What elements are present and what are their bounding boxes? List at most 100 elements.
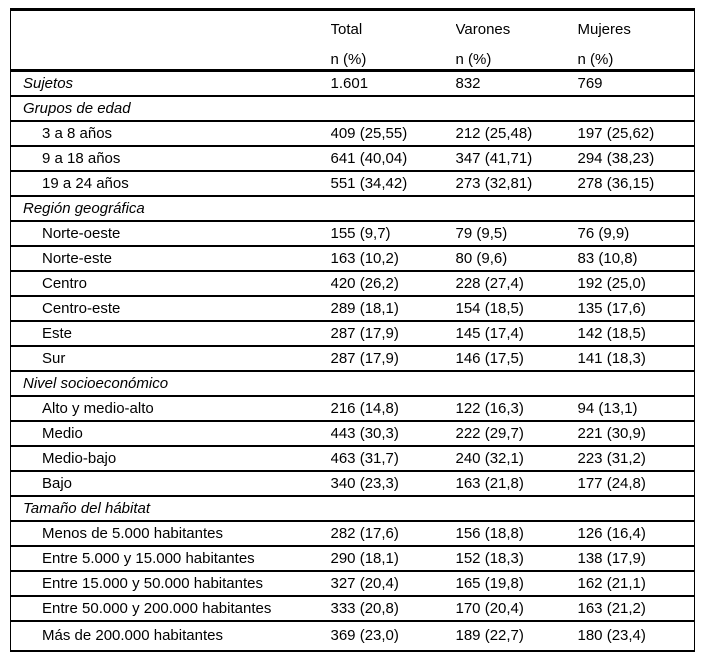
row-value: 79 (9,5)	[455, 221, 578, 247]
row-label: Entre 15.000 y 50.000 habitantes	[10, 571, 331, 597]
row-value: 135 (17,6)	[577, 296, 695, 322]
row-label: Entre 50.000 y 200.000 habitantes	[10, 596, 331, 622]
table-row: Entre 15.000 y 50.000 habitantes 327 (20,…	[10, 571, 695, 597]
section-empty-cell	[330, 96, 695, 122]
row-value: 146 (17,5)	[455, 346, 578, 372]
column-subtitle-varones: n (%)	[455, 51, 492, 68]
row-value: 165 (19,8)	[455, 571, 578, 597]
row-value: 197 (25,62)	[577, 121, 695, 147]
section-row: Grupos de edad	[10, 96, 695, 122]
row-value: 163 (21,8)	[455, 471, 578, 497]
row-value: 278 (36,15)	[577, 171, 695, 197]
row-value: 170 (20,4)	[455, 596, 578, 622]
row-value: 177 (24,8)	[577, 471, 695, 497]
row-label: Entre 5.000 y 15.000 habitantes	[10, 546, 331, 572]
header-row: Total n (%) Varones n (%) Mujeres n (%)	[10, 9, 695, 72]
row-value: 333 (20,8)	[330, 596, 456, 622]
table-body: Sujetos 1.601 832 769 Grupos de edad 3 a 8 añ…	[10, 70, 695, 652]
row-label: 19 a 24 años	[10, 171, 331, 197]
row-value: 1.601	[330, 70, 456, 97]
row-value: 122 (16,3)	[455, 396, 578, 422]
row-label: Medio	[10, 421, 331, 447]
row-value: 80 (9,6)	[455, 246, 578, 272]
row-label: Alto y medio-alto	[10, 396, 331, 422]
row-value: 163 (21,2)	[577, 596, 695, 622]
table-row: 9 a 18 años 641 (40,04) 347 (41,71) 294 (38…	[10, 146, 695, 172]
table-row: Alto y medio-alto 216 (14,8) 122 (16,3) 94 …	[10, 396, 695, 422]
table-row: Centro 420 (26,2) 228 (27,4) 192 (25,0)	[10, 271, 695, 297]
column-subtitle-mujeres: n (%)	[577, 51, 614, 68]
table-row: 19 a 24 años 551 (34,42) 273 (32,81) 278 (3…	[10, 171, 695, 197]
column-title-varones: Varones	[455, 21, 511, 38]
row-value: 832	[455, 70, 578, 97]
demographics-table: Total n (%) Varones n (%) Mujeres n (%) …	[10, 8, 695, 652]
table-row: Norte-este 163 (10,2) 80 (9,6) 83 (10,8)	[10, 246, 695, 272]
row-label: Norte-este	[10, 246, 331, 272]
row-value: 347 (41,71)	[455, 146, 578, 172]
table-row: Sujetos 1.601 832 769	[10, 70, 695, 97]
row-label: Sur	[10, 346, 331, 372]
table-row: Centro-este 289 (18,1) 154 (18,5) 135 (17,6…	[10, 296, 695, 322]
table-row: Entre 5.000 y 15.000 habitantes 290 (18,1…	[10, 546, 695, 572]
row-label: Centro-este	[10, 296, 331, 322]
row-label: Más de 200.000 habitantes	[10, 621, 331, 652]
row-value: 240 (32,1)	[455, 446, 578, 472]
row-value: 287 (17,9)	[330, 346, 456, 372]
table-row: Más de 200.000 habitantes 369 (23,0) 189 (…	[10, 621, 695, 652]
row-value: 282 (17,6)	[330, 521, 456, 547]
column-title-total: Total	[330, 21, 363, 38]
row-label: Tamaño del hábitat	[10, 496, 331, 522]
row-label: Nivel socioeconómico	[10, 371, 331, 397]
section-row: Tamaño del hábitat	[10, 496, 695, 522]
table-row: Medio 443 (30,3) 222 (29,7) 221 (30,9)	[10, 421, 695, 447]
row-label: Norte-oeste	[10, 221, 331, 247]
column-title-mujeres: Mujeres	[577, 21, 631, 38]
section-empty-cell	[330, 496, 695, 522]
row-value: 289 (18,1)	[330, 296, 456, 322]
row-value: 443 (30,3)	[330, 421, 456, 447]
row-value: 223 (31,2)	[577, 446, 695, 472]
table-row: 3 a 8 años 409 (25,55) 212 (25,48) 197 (25,…	[10, 121, 695, 147]
row-value: 216 (14,8)	[330, 396, 456, 422]
row-value: 162 (21,1)	[577, 571, 695, 597]
header-varones-cell: Varones n (%)	[455, 9, 578, 72]
table-row: Medio-bajo 463 (31,7) 240 (32,1) 223 (31,2)	[10, 446, 695, 472]
row-value: 273 (32,81)	[455, 171, 578, 197]
row-value: 340 (23,3)	[330, 471, 456, 497]
table-row: Este 287 (17,9) 145 (17,4) 142 (18,5)	[10, 321, 695, 347]
row-value: 152 (18,3)	[455, 546, 578, 572]
row-value: 142 (18,5)	[577, 321, 695, 347]
row-value: 228 (27,4)	[455, 271, 578, 297]
row-value: 221 (30,9)	[577, 421, 695, 447]
row-label: 3 a 8 años	[10, 121, 331, 147]
section-row: Nivel socioeconómico	[10, 371, 695, 397]
row-value: 192 (25,0)	[577, 271, 695, 297]
row-value: 294 (38,23)	[577, 146, 695, 172]
row-value: 94 (13,1)	[577, 396, 695, 422]
row-label: 9 a 18 años	[10, 146, 331, 172]
row-label: Centro	[10, 271, 331, 297]
table-row: Bajo 340 (23,3) 163 (21,8) 177 (24,8)	[10, 471, 695, 497]
section-empty-cell	[330, 196, 695, 222]
row-value: 180 (23,4)	[577, 621, 695, 652]
row-label: Sujetos	[10, 70, 331, 97]
row-value: 409 (25,55)	[330, 121, 456, 147]
row-value: 145 (17,4)	[455, 321, 578, 347]
row-value: 287 (17,9)	[330, 321, 456, 347]
table-row: Norte-oeste 155 (9,7) 79 (9,5) 76 (9,9)	[10, 221, 695, 247]
row-value: 369 (23,0)	[330, 621, 456, 652]
row-value: 551 (34,42)	[330, 171, 456, 197]
header-total-cell: Total n (%)	[330, 9, 456, 72]
row-value: 83 (10,8)	[577, 246, 695, 272]
row-value: 155 (9,7)	[330, 221, 456, 247]
row-label: Bajo	[10, 471, 331, 497]
table-row: Entre 50.000 y 200.000 habitantes 333 (20…	[10, 596, 695, 622]
row-label: Menos de 5.000 habitantes	[10, 521, 331, 547]
row-label: Este	[10, 321, 331, 347]
row-value: 189 (22,7)	[455, 621, 578, 652]
row-value: 641 (40,04)	[330, 146, 456, 172]
row-value: 420 (26,2)	[330, 271, 456, 297]
row-value: 76 (9,9)	[577, 221, 695, 247]
row-value: 163 (10,2)	[330, 246, 456, 272]
